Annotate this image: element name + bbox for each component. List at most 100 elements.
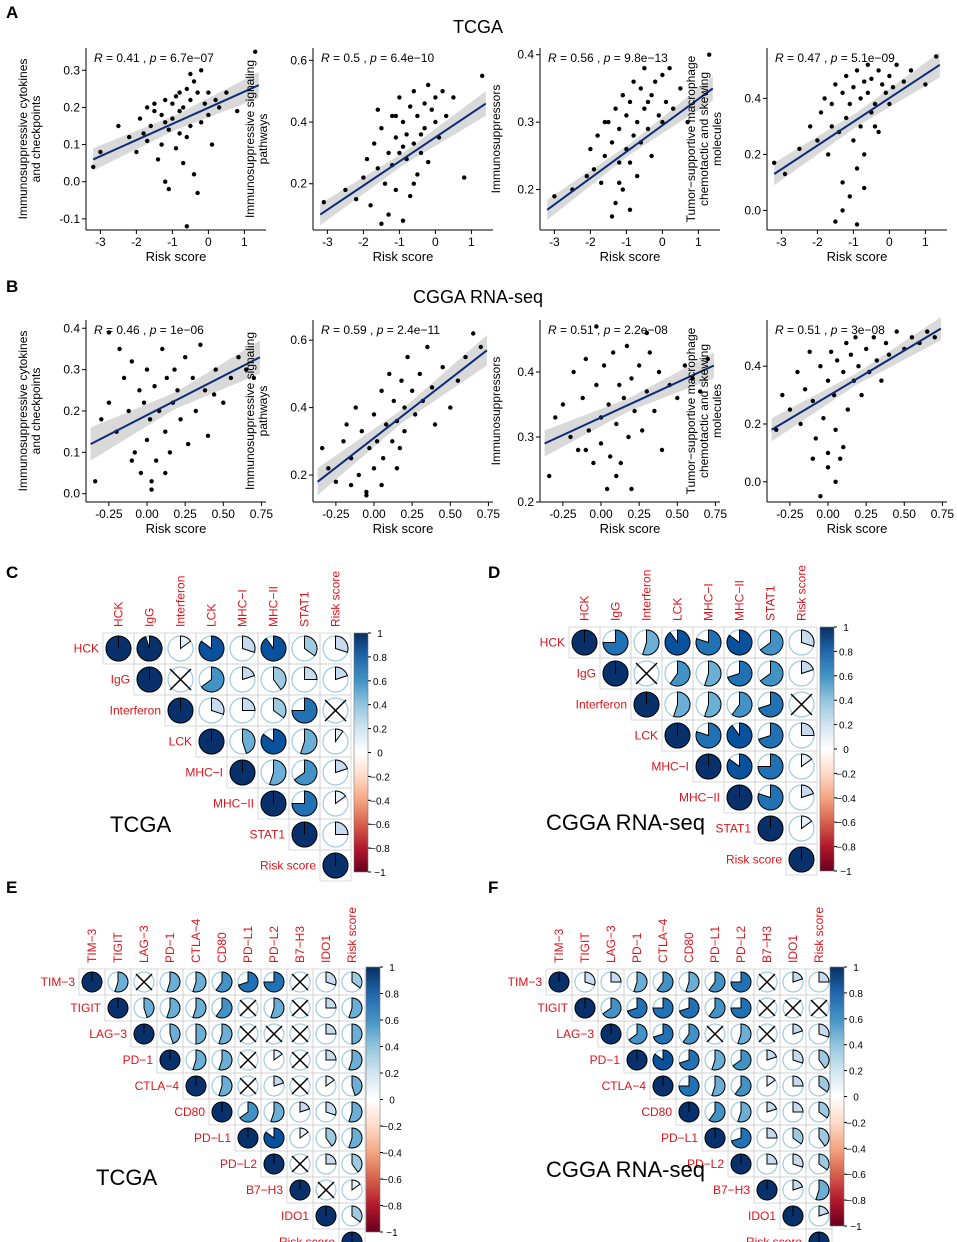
data-point bbox=[163, 97, 168, 103]
corr-pie bbox=[801, 815, 813, 830]
stat-text: R bbox=[321, 323, 330, 337]
data-point bbox=[172, 367, 177, 372]
colorbar: 1 0.8 0.6 0.4 0.2 0 −0.2 −0.4 −0.6 −0.8 −1 bbox=[353, 629, 390, 879]
data-point bbox=[594, 382, 599, 388]
stat-value: 5.1e−09 bbox=[851, 51, 895, 65]
data-point bbox=[170, 101, 175, 106]
x-tick-label: 0.75 bbox=[250, 507, 274, 521]
nonsignificant-cross bbox=[291, 1077, 309, 1095]
y-tick-label: 0.1 bbox=[63, 138, 80, 152]
corr-column-label: LCK bbox=[671, 598, 685, 621]
stat-value: 0.41 bbox=[116, 51, 140, 65]
corr-row-label: Risk score bbox=[260, 859, 316, 873]
x-axis-label: Risk score bbox=[373, 521, 434, 536]
y-tick-label: 0.2 bbox=[63, 404, 80, 418]
x-axis-label: Risk score bbox=[373, 249, 434, 264]
data-point bbox=[402, 405, 407, 410]
colorbar-tick-label: −0.2 bbox=[836, 769, 856, 780]
data-point bbox=[862, 79, 867, 84]
data-point bbox=[148, 123, 153, 129]
stat-text: R bbox=[321, 51, 330, 65]
data-point bbox=[394, 466, 400, 471]
data-point bbox=[160, 346, 165, 352]
corr-column-label: CTLA−4 bbox=[656, 918, 670, 963]
data-point bbox=[433, 119, 438, 125]
data-point bbox=[191, 79, 197, 84]
data-point bbox=[364, 156, 370, 162]
corr-pie bbox=[325, 1153, 337, 1165]
x-tick-label: 0.25 bbox=[173, 507, 197, 521]
data-point bbox=[127, 134, 132, 140]
data-point bbox=[624, 113, 629, 118]
corr-pie bbox=[325, 971, 337, 986]
scatter-panels: -3 -2 -1 0 1 -0.1 0.0 0.1 0.2 0.3 Risk score Immuno… bbox=[16, 48, 954, 536]
data-point bbox=[444, 113, 449, 119]
data-point bbox=[599, 180, 604, 185]
data-point bbox=[854, 68, 860, 73]
corr-pie bbox=[348, 997, 363, 1019]
data-point bbox=[333, 479, 339, 484]
data-point bbox=[826, 152, 831, 157]
corr-column-label: Interferon bbox=[174, 576, 188, 627]
corr-row-label: PD−L2 bbox=[687, 1157, 724, 1171]
scatter-B1: -0.25 0.00 0.25 0.50 0.75 0.0 0.1 0.2 0.3 0.4 Risk… bbox=[16, 320, 273, 536]
data-point bbox=[617, 180, 622, 185]
corr-column-label: CTLA−4 bbox=[189, 918, 203, 963]
stat-text: = bbox=[557, 51, 571, 65]
corr-row-label: LAG−3 bbox=[556, 1027, 594, 1041]
data-point bbox=[138, 470, 144, 476]
data-point bbox=[188, 97, 193, 103]
data-point bbox=[359, 429, 364, 434]
data-point bbox=[602, 153, 607, 159]
data-point bbox=[181, 105, 186, 110]
corr-pie bbox=[726, 722, 753, 749]
corr-pie bbox=[801, 660, 815, 675]
data-point bbox=[440, 365, 445, 370]
y-tick-label: 0.4 bbox=[744, 359, 761, 373]
corr-pie bbox=[726, 629, 753, 656]
colorbar-tick-label: −0.6 bbox=[846, 1170, 866, 1181]
y-tick-label: 0.3 bbox=[517, 115, 534, 129]
corr-pie bbox=[682, 1023, 700, 1045]
data-point bbox=[91, 164, 96, 170]
x-tick-label: 0.50 bbox=[893, 507, 917, 521]
corr-pie bbox=[195, 1023, 207, 1045]
corr-column-label: MHC−I bbox=[236, 589, 250, 627]
data-point bbox=[631, 133, 636, 138]
x-tick-label: -3 bbox=[549, 235, 560, 249]
data-point bbox=[251, 375, 256, 381]
corr-pie bbox=[304, 635, 318, 657]
corr-F: TIM−3 TIGIT LAG−3 PD−1 CTLA−4 CD80 PD−L1 PD−L2 B… bbox=[508, 907, 866, 1242]
data-point bbox=[166, 186, 171, 192]
data-point bbox=[471, 331, 476, 336]
data-point bbox=[858, 124, 863, 129]
corr-cell bbox=[338, 1228, 366, 1242]
data-point bbox=[690, 376, 695, 381]
data-point bbox=[583, 447, 588, 453]
data-point bbox=[649, 93, 654, 98]
corr-column-label: PD−L1 bbox=[241, 926, 255, 963]
stat-value: 6.7e−07 bbox=[170, 51, 214, 65]
data-point bbox=[602, 119, 607, 125]
stat-value: 9.8e−13 bbox=[624, 51, 668, 65]
x-tick-label: -1 bbox=[621, 235, 632, 249]
colorbar-bar bbox=[829, 966, 845, 1227]
data-point bbox=[853, 335, 858, 340]
colorbar: 1 0.8 0.6 0.4 0.2 0 −0.2 −0.4 −0.6 −0.8 −1 bbox=[829, 963, 866, 1233]
regression-line bbox=[92, 84, 260, 161]
data-point bbox=[418, 132, 424, 137]
data-point bbox=[617, 382, 622, 388]
corr-pie bbox=[652, 1023, 674, 1045]
nonsignificant-cross bbox=[291, 1025, 309, 1043]
corr-pie bbox=[801, 784, 815, 799]
data-point bbox=[400, 218, 406, 223]
corr-pie bbox=[299, 1101, 311, 1113]
y-tick-label: 0.4 bbox=[63, 321, 80, 335]
data-point bbox=[629, 376, 634, 381]
data-point bbox=[375, 166, 380, 171]
colorbar-tick-label: 0 bbox=[389, 1096, 395, 1107]
corr-pie bbox=[351, 971, 363, 989]
corr-row-label: TIGIT bbox=[537, 1001, 568, 1015]
data-point bbox=[601, 363, 607, 368]
data-point bbox=[835, 358, 840, 363]
